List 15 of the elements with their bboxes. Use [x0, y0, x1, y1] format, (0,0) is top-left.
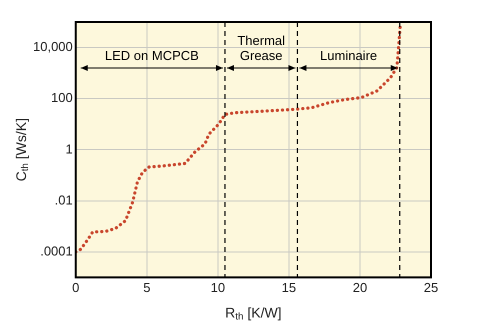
x-tick-label: 20 [352, 280, 368, 295]
x-tick-label: 25 [424, 280, 438, 295]
x-tick-label: 10 [210, 280, 226, 295]
annotation: LED on MCPCB [104, 48, 199, 63]
x-tick-label: 15 [282, 280, 296, 295]
annotation: Thermal Grease [237, 33, 286, 63]
y-tick-label: .0001 [40, 243, 73, 258]
annotation: Luminaire [320, 48, 378, 63]
y-tick-label: 100 [51, 90, 73, 106]
y-tick-label: 10,000 [32, 39, 73, 54]
y-tick-label: .01 [54, 192, 73, 208]
x-tick-label: 0 [72, 280, 80, 295]
y-tick-label: 1 [66, 141, 73, 156]
x-tick-label: 5 [143, 280, 150, 295]
y-axis-title: Cth [Ws/K] [12, 118, 32, 182]
